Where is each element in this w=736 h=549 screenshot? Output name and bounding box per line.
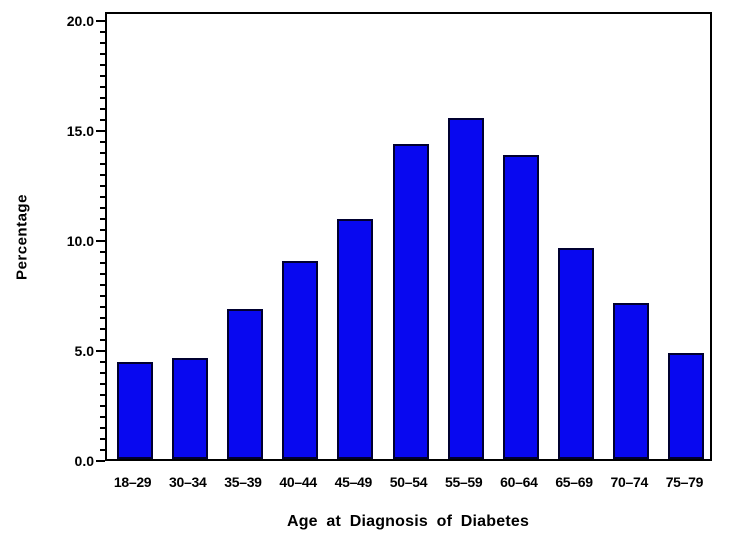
x-tick-label: 70–74	[610, 474, 649, 490]
y-minor-tick	[100, 251, 105, 253]
y-minor-tick	[100, 295, 105, 297]
y-tick-label: 5.0	[74, 343, 94, 359]
y-minor-tick	[100, 449, 105, 451]
bar-40–44	[282, 261, 319, 459]
y-minor-tick	[100, 207, 105, 209]
bar-55–59	[447, 118, 484, 459]
y-minor-tick	[100, 427, 105, 429]
x-tick-label: 30–34	[169, 474, 207, 490]
y-minor-tick	[100, 141, 105, 143]
y-minor-tick	[100, 273, 105, 275]
y-minor-tick	[100, 438, 105, 440]
y-minor-tick	[100, 262, 105, 264]
x-tick-label: 40–44	[279, 474, 317, 490]
y-minor-tick	[100, 86, 105, 88]
bar-50–54	[392, 144, 429, 459]
y-major-tick	[96, 350, 105, 352]
y-major-tick	[96, 130, 105, 132]
x-tick-label: 60–64	[500, 474, 538, 490]
y-minor-tick	[100, 416, 105, 418]
y-minor-tick	[100, 97, 105, 99]
x-tick-label: 65–69	[555, 474, 593, 490]
bar-75–79	[668, 353, 705, 459]
x-tick-label: 75–79	[665, 474, 704, 490]
y-minor-tick	[100, 405, 105, 407]
x-tick-label: 35–39	[224, 474, 262, 490]
bar-35–39	[226, 309, 263, 459]
x-tick-label: 55–59	[444, 474, 483, 490]
y-minor-tick	[100, 339, 105, 341]
y-minor-tick	[100, 196, 105, 198]
bar-30–34	[171, 357, 208, 459]
y-minor-tick	[100, 284, 105, 286]
y-minor-tick	[100, 64, 105, 66]
bar-45–49	[337, 219, 374, 459]
y-minor-tick	[100, 394, 105, 396]
bar-60–64	[502, 155, 539, 459]
y-minor-tick	[100, 361, 105, 363]
x-tick-label: 18–29	[113, 474, 152, 490]
y-minor-tick	[100, 218, 105, 220]
y-tick-label: 0.0	[74, 453, 94, 469]
y-major-tick	[96, 20, 105, 22]
y-minor-tick	[100, 119, 105, 121]
x-tick-label: 45–49	[334, 474, 373, 490]
plot-area	[105, 12, 712, 461]
y-minor-tick	[100, 53, 105, 55]
y-minor-tick	[100, 306, 105, 308]
x-axis-title: Age at Diagnosis of Diabetes	[286, 513, 530, 530]
y-tick-label: 10.0	[66, 233, 94, 249]
y-minor-tick	[100, 31, 105, 33]
y-minor-tick	[100, 108, 105, 110]
y-minor-tick	[100, 42, 105, 44]
y-minor-tick	[100, 383, 105, 385]
y-major-tick	[96, 240, 105, 242]
y-minor-tick	[100, 317, 105, 319]
y-axis-title: Percentage	[13, 194, 31, 280]
y-minor-tick	[100, 75, 105, 77]
bar-65–69	[558, 247, 595, 459]
y-minor-tick	[100, 185, 105, 187]
y-minor-tick	[100, 229, 105, 231]
y-minor-tick	[100, 163, 105, 165]
y-tick-label: 20.0	[66, 13, 94, 29]
bar-70–74	[613, 302, 650, 459]
y-minor-tick	[100, 152, 105, 154]
bar-18–29	[116, 362, 153, 459]
y-minor-tick	[100, 372, 105, 374]
y-major-tick	[96, 460, 105, 462]
y-tick-label: 15.0	[66, 123, 94, 139]
y-minor-tick	[100, 328, 105, 330]
x-tick-label: 50–54	[389, 474, 428, 490]
y-minor-tick	[100, 174, 105, 176]
